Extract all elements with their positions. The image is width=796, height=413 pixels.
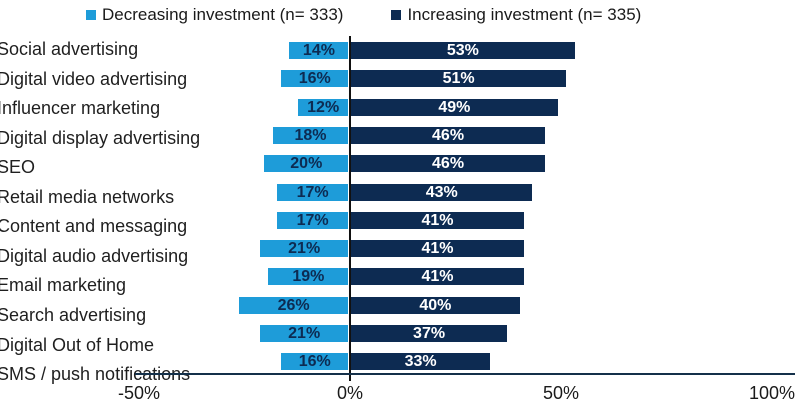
category-label: Digital video advertising — [0, 68, 188, 89]
bar-value-decreasing: 14% — [302, 42, 335, 59]
category-label: SMS / push notifications — [0, 364, 191, 385]
bar-decreasing: 19% — [268, 268, 349, 286]
bar-value-decreasing: 26% — [277, 296, 310, 314]
legend-swatch-decreasing-icon — [86, 10, 96, 20]
legend-item-decreasing: Decreasing investment (n= 333) — [86, 6, 343, 24]
bar-value-increasing: 43% — [425, 183, 458, 201]
bar-value-decreasing: 20% — [290, 155, 323, 173]
category-label: Search advertising — [0, 304, 147, 325]
bar-increasing: 43% — [351, 183, 533, 201]
bar-value-decreasing: 21% — [288, 240, 321, 258]
bar-increasing: 40% — [351, 296, 520, 314]
category-label: SEO — [0, 157, 36, 178]
legend-label-decreasing: Decreasing investment (n= 333) — [102, 5, 344, 24]
bar-value-increasing: 41% — [421, 211, 454, 229]
bar-value-decreasing: 18% — [294, 126, 327, 144]
bar-decreasing: 21% — [259, 240, 349, 258]
bar-decreasing: 14% — [289, 42, 349, 59]
category-label: Digital display advertising — [0, 127, 201, 148]
legend-swatch-increasing-icon — [391, 10, 402, 20]
bar-decreasing: 16% — [280, 70, 349, 88]
bar-value-increasing: 41% — [421, 240, 454, 258]
bar-increasing: 41% — [351, 268, 525, 286]
bar-increasing: 53% — [351, 42, 575, 59]
category-label: Content and messaging — [0, 216, 188, 237]
bar-decreasing: 16% — [280, 353, 349, 371]
bar-value-increasing: 53% — [446, 42, 479, 59]
bar-increasing: 46% — [351, 126, 546, 144]
bar-decreasing: 12% — [297, 98, 349, 116]
bar-increasing: 41% — [351, 211, 525, 229]
category-label: Influencer marketing — [0, 98, 161, 119]
bar-decreasing: 17% — [276, 211, 349, 229]
bar-value-decreasing: 16% — [298, 353, 331, 371]
bar-value-increasing: 33% — [404, 353, 437, 371]
bar-value-increasing: 46% — [432, 155, 465, 173]
bar-decreasing: 18% — [272, 126, 349, 144]
x-axis-tick-label: -50% — [117, 383, 161, 403]
bar-value-increasing: 51% — [442, 70, 475, 88]
bar-increasing: 49% — [351, 98, 558, 116]
category-label: Digital audio advertising — [0, 245, 189, 266]
x-axis-line — [135, 373, 795, 375]
chart-legend: Decreasing investment (n= 333) Increasin… — [86, 6, 641, 24]
bar-increasing: 41% — [351, 240, 525, 258]
category-label: Email marketing — [0, 275, 127, 296]
bar-increasing: 33% — [351, 353, 491, 371]
category-label: Social advertising — [0, 39, 139, 59]
zero-axis-line — [349, 36, 351, 381]
category-label: Retail media networks — [0, 186, 175, 207]
bar-value-increasing: 46% — [432, 126, 465, 144]
bar-value-increasing: 40% — [419, 296, 452, 314]
bar-decreasing: 26% — [238, 296, 349, 314]
bar-increasing: 46% — [351, 155, 546, 173]
bar-value-decreasing: 19% — [292, 268, 325, 286]
bar-value-decreasing: 17% — [296, 211, 329, 229]
bar-decreasing: 17% — [276, 183, 349, 201]
bar-increasing: 37% — [351, 325, 508, 342]
x-axis-tick-label: 100% — [748, 383, 796, 403]
x-axis-tick-label: 0% — [336, 383, 364, 403]
bar-value-increasing: 37% — [413, 325, 446, 342]
bar-value-decreasing: 21% — [288, 325, 321, 342]
bar-value-increasing: 41% — [421, 268, 454, 286]
legend-label-increasing: Increasing investment (n= 335) — [407, 5, 642, 24]
bar-increasing: 51% — [351, 70, 567, 88]
bar-decreasing: 20% — [264, 155, 349, 173]
bar-value-increasing: 49% — [438, 98, 471, 116]
x-axis-tick-label: 50% — [542, 383, 580, 403]
bar-value-decreasing: 17% — [296, 183, 329, 201]
category-label: Digital Out of Home — [0, 334, 155, 355]
legend-item-increasing: Increasing investment (n= 335) — [391, 6, 641, 24]
bar-value-decreasing: 16% — [298, 70, 331, 88]
bar-value-decreasing: 12% — [307, 98, 340, 116]
bar-decreasing: 21% — [259, 325, 349, 342]
